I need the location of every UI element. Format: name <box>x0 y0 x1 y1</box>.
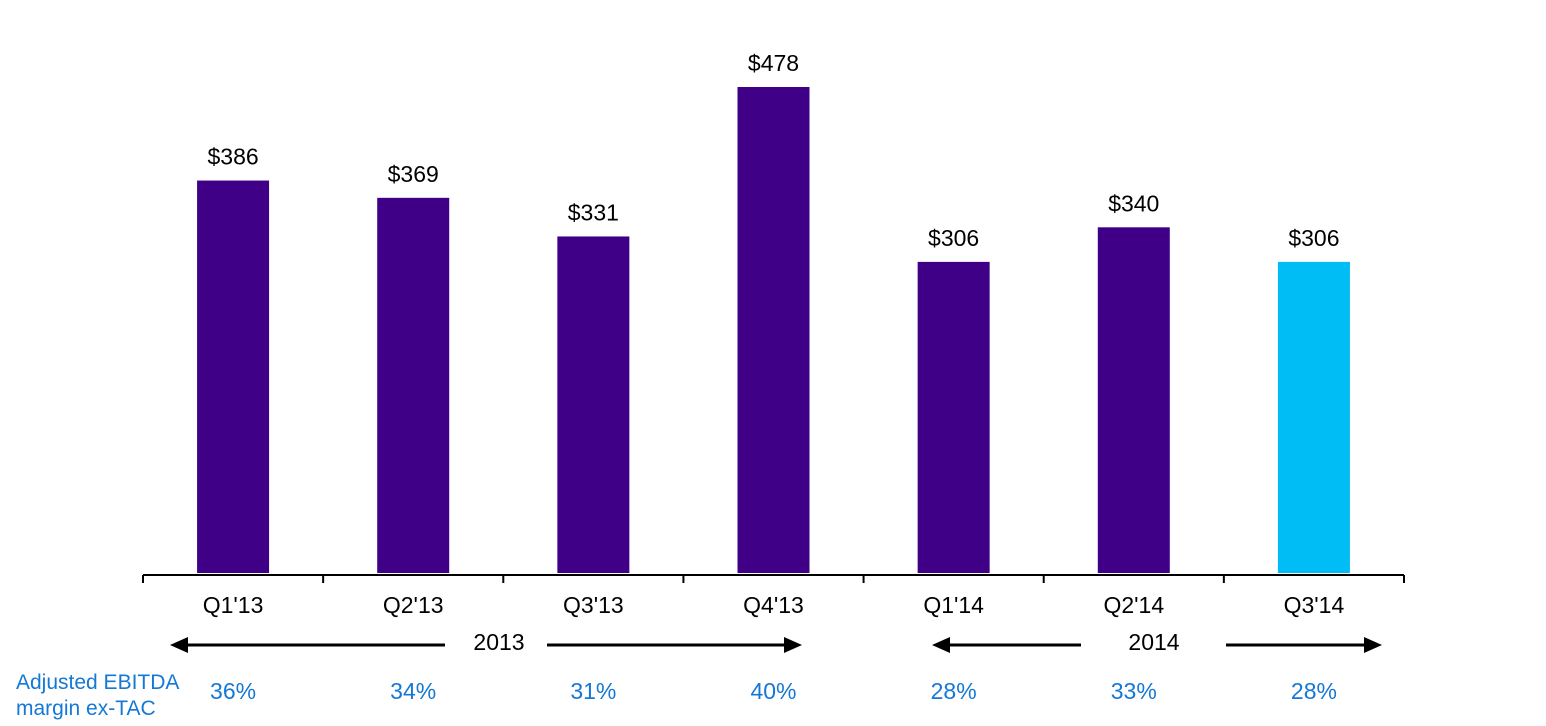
bar-value-label-6: $306 <box>1288 225 1339 251</box>
year-2014-arrowhead-right <box>1364 637 1382 653</box>
margin-value-0: 36% <box>210 678 257 704</box>
year-2014-arrowhead-left <box>932 637 950 653</box>
bar-4 <box>917 261 990 573</box>
bar-value-label-3: $478 <box>748 50 799 76</box>
bar-1 <box>377 197 450 573</box>
margin-value-2: 31% <box>570 678 617 704</box>
x-tick-label-1: Q2'13 <box>383 592 444 618</box>
x-axis-tick-labels-group: Q1'13 Q2'13 Q3'13 Q4'13 Q1'14 Q2'14 Q3'14 <box>203 592 1345 618</box>
margin-value-6: 28% <box>1290 678 1337 704</box>
x-tick-label-5: Q2'14 <box>1103 592 1164 618</box>
bar-0 <box>197 180 270 574</box>
value-labels-group: $386 $369 $331 $478 $306 $340 $306 <box>207 50 1339 251</box>
x-axis-ticks-group <box>142 575 1405 583</box>
bar-value-label-4: $306 <box>928 225 979 251</box>
bar-3 <box>737 87 810 573</box>
bar-5 <box>1097 227 1170 573</box>
bars-group <box>197 87 1350 574</box>
year-2013-arrowhead-right <box>784 637 802 653</box>
bar-2 <box>557 236 630 573</box>
margin-value-1: 34% <box>390 678 437 704</box>
margin-value-5: 33% <box>1110 678 1157 704</box>
year-2013-bracket: 2013 <box>170 629 802 655</box>
bar-value-label-5: $340 <box>1108 190 1159 216</box>
bar-value-label-0: $386 <box>207 144 258 170</box>
year-2013-label: 2013 <box>473 629 524 655</box>
x-tick-label-3: Q4'13 <box>743 592 804 618</box>
x-tick-label-4: Q1'14 <box>923 592 984 618</box>
x-tick-label-2: Q3'13 <box>563 592 624 618</box>
x-tick-label-0: Q1'13 <box>203 592 264 618</box>
margin-value-3: 40% <box>750 678 797 704</box>
bar-value-label-2: $331 <box>568 199 619 225</box>
bar-6 <box>1277 261 1350 573</box>
year-2014-bracket: 2014 <box>932 629 1382 655</box>
x-tick-label-6: Q3'14 <box>1284 592 1345 618</box>
margin-row-title: Adjusted EBITDA margin ex-TAC <box>16 671 179 720</box>
margin-value-4: 28% <box>930 678 977 704</box>
bar-value-label-1: $369 <box>388 161 439 187</box>
year-2013-arrowhead-left <box>170 637 188 653</box>
year-2014-label: 2014 <box>1128 629 1179 655</box>
